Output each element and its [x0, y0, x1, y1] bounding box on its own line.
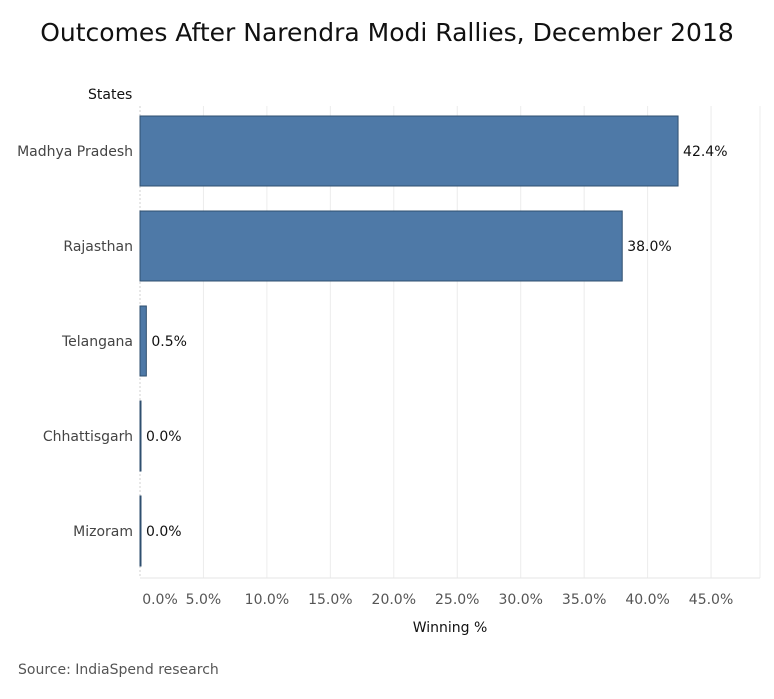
bar-madhya-pradesh[interactable]: [139, 115, 679, 187]
category-label: Mizoram: [73, 524, 133, 540]
category-label: Madhya Pradesh: [17, 144, 133, 160]
x-tick-label: 25.0%: [435, 592, 479, 608]
x-tick-label: 0.0%: [142, 592, 178, 608]
chart-title: Outcomes After Narendra Modi Rallies, De…: [40, 18, 734, 47]
x-tick-labels: 0.0% 5.0% 10.0% 15.0% 20.0% 25.0% 30.0% 35.0% 40…: [142, 592, 733, 608]
value-label: 0.0%: [146, 429, 182, 445]
x-tick-label: 5.0%: [186, 592, 222, 608]
x-tick-label: 20.0%: [372, 592, 416, 608]
y-axis-title: States: [88, 87, 133, 103]
x-axis-title: Winning %: [412, 620, 488, 636]
x-tick-label: 35.0%: [562, 592, 606, 608]
bar-mizoram[interactable]: [139, 495, 142, 567]
x-tick-label: 15.0%: [308, 592, 352, 608]
value-label: 38.0%: [627, 239, 671, 255]
value-label: 42.4%: [683, 144, 727, 160]
value-labels: 42.4% 38.0% 0.5% 0.0% 0.0%: [146, 144, 728, 540]
source-note: Source: IndiaSpend research: [18, 662, 219, 678]
bar-chhattisgarh[interactable]: [139, 400, 142, 472]
category-labels: Madhya Pradesh Rajasthan Telangana Chhattis…: [17, 144, 133, 540]
x-tick-label: 10.0%: [245, 592, 289, 608]
x-tick-label: 30.0%: [498, 592, 542, 608]
category-label: Chhattisgarh: [43, 429, 133, 445]
category-label: Telangana: [61, 334, 133, 350]
value-label: 0.5%: [151, 334, 187, 350]
bar-telangana[interactable]: [139, 305, 147, 377]
category-label: Rajasthan: [63, 239, 133, 255]
bar-rajasthan[interactable]: [139, 210, 623, 282]
x-tick-label: 40.0%: [625, 592, 669, 608]
value-label: 0.0%: [146, 524, 182, 540]
bars: [139, 115, 679, 567]
x-tick-label: 45.0%: [689, 592, 733, 608]
